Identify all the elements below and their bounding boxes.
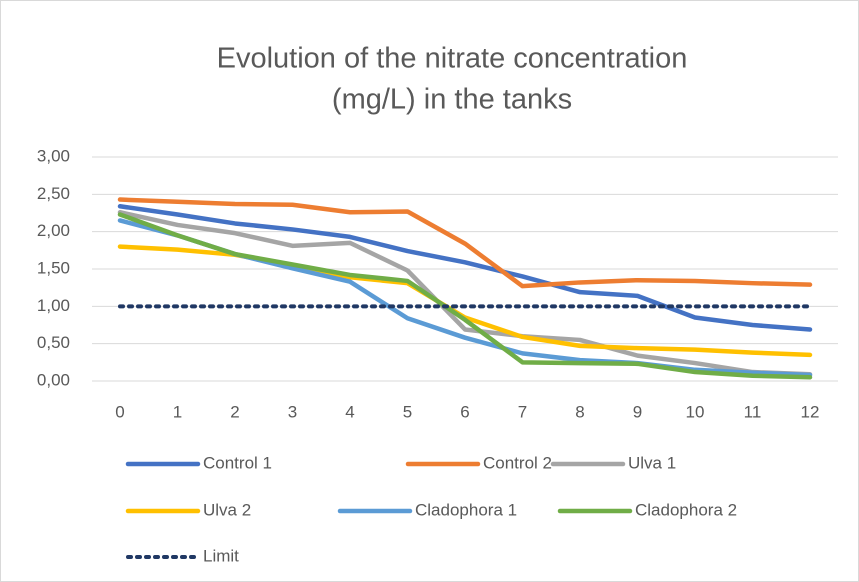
legend-label: Control 1: [203, 453, 272, 472]
legend-label: Ulva 2: [203, 500, 251, 519]
chart-title: (mg/L) in the tanks: [332, 84, 572, 116]
y-tick-label: 0,50: [37, 333, 70, 352]
y-tick-label: 1,00: [37, 296, 70, 315]
x-tick-label: 4: [345, 402, 354, 421]
x-tick-label: 0: [115, 402, 124, 421]
x-tick-label: 1: [173, 402, 182, 421]
series-line: [117, 197, 813, 289]
chart-title: Evolution of the nitrate concentration: [217, 43, 688, 75]
x-tick-label: 8: [575, 402, 584, 421]
y-tick-label: 3,00: [37, 146, 70, 165]
x-tick-label: 7: [518, 402, 527, 421]
legend-label: Ulva 1: [628, 453, 676, 472]
legend-label: Cladophora 1: [415, 500, 517, 519]
legend-label: Limit: [203, 546, 239, 565]
y-tick-label: 2,00: [37, 221, 70, 240]
x-tick-label: 12: [801, 402, 820, 421]
series-line: [117, 210, 813, 377]
y-tick-label: 2,50: [37, 184, 70, 203]
x-tick-label: 11: [744, 402, 762, 421]
series-line: [117, 212, 813, 380]
x-tick-label: 10: [686, 402, 705, 421]
legend-label: Control 2: [483, 453, 552, 472]
y-tick-label: 0,00: [37, 370, 70, 389]
x-tick-label: 6: [460, 402, 469, 421]
y-tick-label: 1,50: [37, 258, 70, 277]
x-tick-label: 2: [230, 402, 239, 421]
x-tick-label: 3: [288, 402, 297, 421]
x-tick-label: 5: [403, 402, 412, 421]
x-tick-label: 9: [633, 402, 642, 421]
series-line: [117, 204, 813, 332]
legend-label: Cladophora 2: [635, 500, 737, 519]
